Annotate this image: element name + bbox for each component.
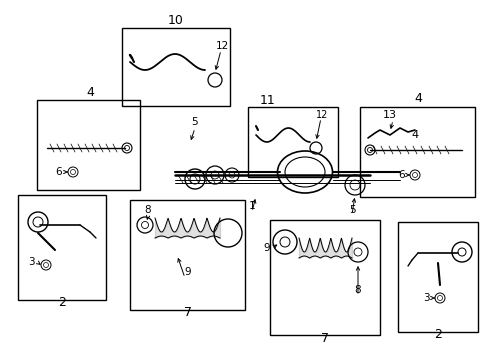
Text: 9: 9: [184, 267, 191, 277]
Bar: [269, 220, 379, 335]
Text: 5: 5: [191, 117, 198, 127]
Text: 6: 6: [398, 170, 404, 180]
Text: 6: 6: [55, 167, 62, 177]
Text: 12: 12: [215, 41, 228, 51]
Bar: [18, 195, 106, 300]
Bar: [247, 107, 337, 177]
Bar: [130, 200, 244, 310]
Text: 11: 11: [260, 94, 275, 107]
Text: 1: 1: [248, 201, 255, 211]
Text: 3: 3: [28, 257, 35, 267]
Bar: [397, 222, 477, 332]
Text: 5: 5: [348, 205, 355, 215]
Bar: [359, 107, 474, 197]
Bar: [122, 28, 229, 106]
Text: 13: 13: [382, 110, 396, 120]
Text: 12: 12: [315, 110, 327, 120]
Bar: [37, 100, 140, 190]
Text: 9: 9: [263, 243, 269, 253]
Text: 2: 2: [58, 296, 66, 309]
Text: 10: 10: [168, 13, 183, 27]
Text: 4: 4: [413, 93, 421, 105]
Text: 4: 4: [86, 85, 94, 99]
Text: 2: 2: [433, 328, 441, 342]
Text: 3: 3: [423, 293, 429, 303]
Text: 4: 4: [410, 130, 418, 140]
Text: 8: 8: [144, 205, 151, 215]
Text: 7: 7: [183, 306, 192, 319]
Text: 8: 8: [354, 285, 361, 295]
Text: 7: 7: [320, 332, 328, 345]
